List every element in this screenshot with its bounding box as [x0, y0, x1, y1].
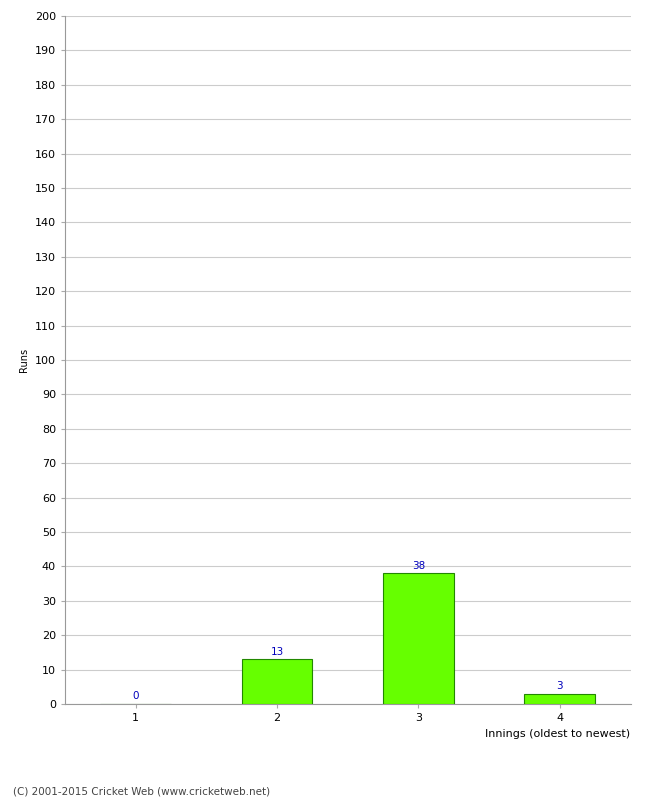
Bar [242, 659, 313, 704]
Y-axis label: Runs: Runs [20, 348, 29, 372]
Text: 13: 13 [270, 646, 283, 657]
Text: (C) 2001-2015 Cricket Web (www.cricketweb.net): (C) 2001-2015 Cricket Web (www.cricketwe… [13, 786, 270, 796]
Bar [383, 574, 454, 704]
Text: 0: 0 [133, 691, 139, 702]
X-axis label: Innings (oldest to newest): Innings (oldest to newest) [486, 729, 630, 738]
Bar [525, 694, 595, 704]
Text: 38: 38 [412, 561, 425, 570]
Text: 3: 3 [556, 681, 563, 691]
